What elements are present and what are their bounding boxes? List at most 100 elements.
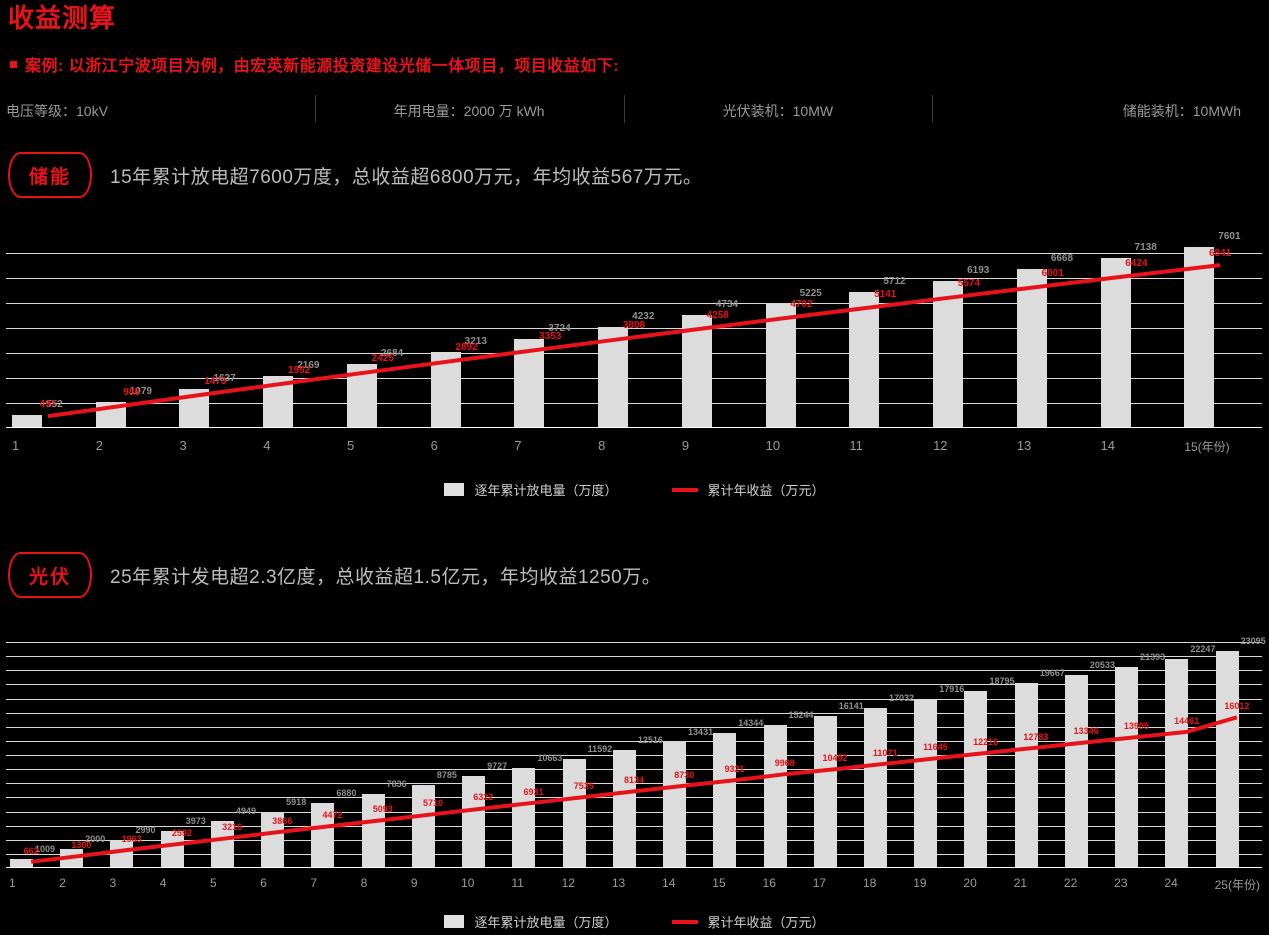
line-value-label: 11071 <box>872 747 898 758</box>
chart-storage-xaxis: 1 2 3 4 5 6 7 8 9 10 11 12 13 14 15(年份) <box>6 438 1262 455</box>
line-value-label: 5574 <box>957 278 981 290</box>
bar[interactable]: 17032 <box>863 693 914 868</box>
x-axis-tick: 18 <box>862 876 877 890</box>
x-axis-tick: 16 <box>762 876 776 890</box>
bar[interactable]: 7601 <box>1184 231 1241 428</box>
gridline <box>6 684 1262 685</box>
line-value-label: 6931 <box>523 786 544 797</box>
bar-slot: 1009 <box>6 628 56 868</box>
bar[interactable]: 18795 <box>964 676 1014 868</box>
legend-item-bar: 逐年累计放电量（万度） <box>444 480 618 499</box>
bar[interactable]: 6193 <box>933 265 989 428</box>
x-axis-tick: 5 <box>209 876 217 890</box>
bar[interactable]: 19667 <box>1014 668 1065 868</box>
x-axis-tick: 15 <box>712 876 726 890</box>
bar[interactable]: 12516 <box>612 735 663 868</box>
bar[interactable]: 15244 <box>763 710 814 868</box>
bar[interactable]: 3213 <box>430 336 487 428</box>
bar-slot: 1637 <box>173 228 257 428</box>
x-axis-tick: 7 <box>514 438 522 453</box>
chart-storage-axis <box>6 427 1262 428</box>
stat-voltage: 电压等级：10kV <box>6 103 108 119</box>
bar[interactable]: 7138 <box>1100 242 1157 428</box>
bar-slot: 8785 <box>408 628 458 868</box>
gridline <box>6 713 1262 714</box>
chart-pv-xaxis: 1 2 3 4 5 6 7 8 9 10 11 12 13 14 15 16 17 18 19 20 21 22 23 24 2… <box>6 876 1262 893</box>
section-desc-storage: 15年累计放电超7600万度，总收益超6800万元，年均收益567万元。 <box>110 166 703 188</box>
bar[interactable]: 16141 <box>813 701 864 868</box>
x-axis-tick: 8 <box>598 438 606 453</box>
bar-value-label: 5712 <box>883 276 906 287</box>
x-axis-tick: 1 <box>12 438 20 453</box>
bar[interactable]: 4232 <box>598 311 654 428</box>
bar[interactable]: 2000 <box>60 834 105 868</box>
x-axis-tick: 15(年份) <box>1184 440 1230 454</box>
bar-value-label: 5918 <box>286 797 307 808</box>
x-axis-tick: 19 <box>913 876 927 890</box>
x-axis-tick: 6 <box>260 876 267 890</box>
line-value-label: 1963 <box>121 833 142 844</box>
chart-storage: 552 1079 1637 2169 2684 3213 3724 4232 4734 5225 5… <box>6 228 1262 428</box>
bar[interactable]: 23095 <box>1215 636 1266 868</box>
bar[interactable]: 1637 <box>179 373 236 428</box>
bar-value-label: 19667 <box>1039 667 1065 678</box>
x-axis-tick: 21 <box>1013 876 1028 890</box>
chart-storage-legend: 逐年累计放电量（万度） 累计年收益（万元） <box>0 480 1269 499</box>
bar[interactable]: 4734 <box>681 299 738 428</box>
line-value-label: 8134 <box>623 775 645 786</box>
stats-bar: 电压等级：10kV 年用电量：2000 万 kWh 光伏装机：10MW 储能装机… <box>0 95 1269 126</box>
bar-value-label: 7601 <box>1218 231 1241 243</box>
bar[interactable]: 5712 <box>849 276 906 428</box>
bar-value-label: 23095 <box>1240 635 1266 646</box>
line-value-label: 6322 <box>473 792 494 803</box>
bar[interactable]: 2990 <box>110 825 156 868</box>
bar-slot: 9727 <box>458 628 508 868</box>
bar[interactable]: 2169 <box>263 360 319 428</box>
bar-value-label: 17916 <box>939 684 965 695</box>
chart-pv-legend: 逐年累计放电量（万度） 累计年收益（万元） <box>0 912 1269 931</box>
bar[interactable]: 1079 <box>95 386 152 428</box>
bar[interactable]: 9727 <box>462 761 507 868</box>
bar-slot: 6193 <box>927 228 1011 428</box>
case-bullet: 案例: 以浙江宁波项目为例，由宏英新能源投资建设光储一体项目，项目收益如下: <box>10 52 619 76</box>
line-value-label: 3808 <box>622 320 646 332</box>
gridline <box>6 253 1262 254</box>
x-axis-tick: 9 <box>410 876 418 890</box>
bar[interactable]: 17916 <box>914 684 964 868</box>
badge-storage: 储能 <box>8 152 92 198</box>
line-value-label: 5141 <box>874 288 897 300</box>
line-value-label: 5093 <box>372 804 393 815</box>
line-value-label: 1300 <box>71 839 92 850</box>
bar[interactable]: 6668 <box>1016 253 1073 428</box>
line-value-label: 2425 <box>371 353 394 365</box>
bar-slot: 14344 <box>709 628 763 868</box>
bar[interactable]: 3724 <box>514 323 571 428</box>
line-value-label: 7535 <box>573 781 594 792</box>
line-value-label: 13905 <box>1123 721 1149 732</box>
line-value-label: 6424 <box>1125 258 1148 270</box>
x-axis-tick: 14 <box>1100 438 1116 453</box>
x-axis-tick: 20 <box>963 876 977 890</box>
bar[interactable]: 13431 <box>663 727 713 868</box>
bar[interactable]: 2684 <box>346 348 403 428</box>
bar[interactable]: 11592 <box>562 744 612 868</box>
bar-slot: 12516 <box>609 628 663 868</box>
line-value-label: 2592 <box>171 827 192 838</box>
bar-value-label: 3973 <box>185 815 206 826</box>
bar-slot: 19667 <box>1011 628 1065 868</box>
x-axis-tick: 6 <box>430 438 438 453</box>
bar[interactable]: 5225 <box>765 288 822 428</box>
section-desc-pv: 25年累计发电超2.3亿度，总收益超1.5亿元，年均收益1250万。 <box>110 566 662 588</box>
bar[interactable]: 10663 <box>512 753 562 868</box>
bar-value-label: 15244 <box>788 709 814 720</box>
bar[interactable]: 22247 <box>1165 644 1215 868</box>
bar[interactable]: 20533 <box>1064 660 1115 868</box>
legend-item-line: 累计年收益（万元） <box>671 912 825 931</box>
x-axis-tick: 13 <box>1016 438 1032 453</box>
bar-slot: 22247 <box>1161 628 1215 868</box>
line-value-label: 988 <box>123 387 140 399</box>
chart-pv: 1009 2000 2990 3973 4949 5918 6880 7836 8785 9727… <box>6 628 1266 868</box>
bar[interactable]: 21393 <box>1115 652 1165 868</box>
bar[interactable]: 14344 <box>713 718 763 868</box>
x-axis-tick: 2 <box>59 876 66 890</box>
